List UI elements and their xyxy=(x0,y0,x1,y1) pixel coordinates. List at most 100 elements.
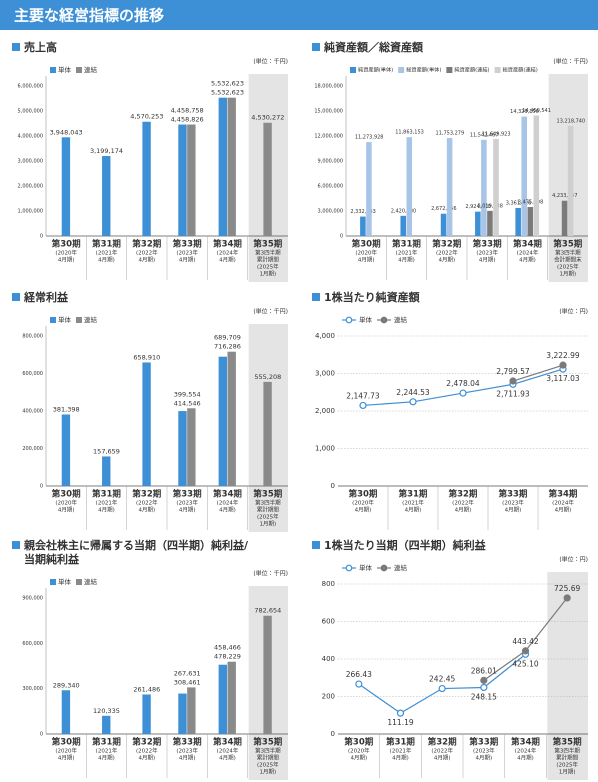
x-tick-sublabel: 累計期間 xyxy=(556,754,579,762)
bar xyxy=(440,213,447,236)
bar xyxy=(227,661,236,734)
marker xyxy=(480,676,488,684)
y-tick-label: 0 xyxy=(331,482,335,490)
value-label: 555,208 xyxy=(254,373,281,381)
value-label: 11,542,467 xyxy=(470,132,499,138)
legend-swatch xyxy=(494,67,501,73)
value-label: 120,335 xyxy=(93,707,120,715)
bar xyxy=(102,456,111,486)
value-label: 716,286 xyxy=(214,343,241,351)
value-label: 2,420,730 xyxy=(391,208,416,214)
x-tick-sublabel: (2023年 xyxy=(176,747,198,755)
y-tick-label: 4,000,000 xyxy=(18,134,43,140)
bar xyxy=(187,687,196,734)
x-tick-sublabel: 4月期) xyxy=(58,755,75,762)
x-tick-sublabel: (2023年 xyxy=(476,249,498,257)
bar xyxy=(561,200,568,236)
x-tick-sublabel: 4月期) xyxy=(58,507,75,514)
title-marker xyxy=(312,43,320,51)
legend-marker xyxy=(345,316,353,324)
y-tick-label: 18,000,000 xyxy=(314,84,343,90)
x-tick-sublabel: 4月期) xyxy=(139,755,156,762)
x-tick-sublabel: (2025年 xyxy=(257,761,279,769)
bar xyxy=(227,351,236,486)
line xyxy=(512,364,564,382)
x-tick-sublabel: (2020年 xyxy=(55,747,77,755)
x-tick-sublabel: 4月期) xyxy=(479,257,496,264)
value-label: 4,570,253 xyxy=(130,113,163,121)
x-tick-sublabel: (2023年 xyxy=(176,249,198,257)
x-tick-sublabel: 1月期) xyxy=(559,769,576,776)
y-tick-label: 800,000 xyxy=(22,334,43,340)
x-tick-label: 第35期 xyxy=(552,239,582,250)
x-tick-sublabel: 第3四半期 xyxy=(255,747,281,755)
x-tick-sublabel: 4月期) xyxy=(351,755,368,762)
value-label: 5,532,623 xyxy=(211,89,244,97)
y-tick-label: 400,000 xyxy=(22,409,43,415)
x-tick-sublabel: 4月期) xyxy=(219,755,236,762)
x-tick-label: 第34期 xyxy=(212,737,242,748)
x-tick-sublabel: 4月期) xyxy=(555,507,572,514)
chart-title: 1株当たり当期（四半期）純利益 xyxy=(324,538,487,552)
x-tick-sublabel: (2020年 xyxy=(348,747,370,755)
bar xyxy=(218,356,227,486)
value-label: 2,711.93 xyxy=(496,389,530,398)
value-label: 399,554 xyxy=(174,390,201,398)
x-tick-label: 第32期 xyxy=(131,737,161,748)
bar xyxy=(61,690,71,734)
x-tick-sublabel: (2021年 xyxy=(96,747,118,755)
chart-title: 当期純利益 xyxy=(24,552,80,566)
legend-label: 連結 xyxy=(84,315,98,324)
bar xyxy=(187,408,196,486)
value-label: 11,649,923 xyxy=(482,131,511,137)
x-tick-label: 第35期 xyxy=(252,239,282,250)
x-tick-sublabel: 1月期) xyxy=(260,521,277,528)
legend-label: 純資産額(単体) xyxy=(358,66,393,74)
y-tick-label: 800 xyxy=(322,580,335,588)
value-label: 286.01 xyxy=(471,666,497,675)
y-tick-label: 6,000,000 xyxy=(18,84,43,90)
y-tick-label: 600,000 xyxy=(22,371,43,377)
bar xyxy=(475,211,481,236)
bar xyxy=(61,137,71,236)
legend-label: 単体 xyxy=(359,563,373,572)
x-tick-label: 第31期 xyxy=(91,239,121,250)
title-marker xyxy=(312,541,320,549)
bar xyxy=(142,362,151,486)
legend-label: 総資産額(連結) xyxy=(503,66,538,74)
highlight-column xyxy=(547,572,588,780)
value-label: 14,329,156 xyxy=(510,109,539,115)
marker xyxy=(521,647,530,655)
x-tick-sublabel: (2020年 xyxy=(355,249,377,257)
x-tick-sublabel: (2022年 xyxy=(436,249,458,257)
legend-label: 連結 xyxy=(394,315,408,324)
x-tick-sublabel: 4月期) xyxy=(439,257,456,264)
bar xyxy=(481,139,487,236)
title-marker xyxy=(12,541,20,549)
value-label: 11,273,928 xyxy=(355,135,384,141)
legend-swatch xyxy=(446,67,453,73)
marker xyxy=(563,594,571,602)
value-label: 261,486 xyxy=(133,685,160,693)
x-tick-label: 第31期 xyxy=(91,737,121,748)
x-tick-label: 第30期 xyxy=(51,239,81,250)
x-tick-sublabel: (2025年 xyxy=(557,263,579,271)
x-tick-label: 第33期 xyxy=(172,737,202,748)
bar xyxy=(487,210,493,236)
value-label: 267,631 xyxy=(174,669,201,677)
y-tick-label: 400 xyxy=(322,655,335,663)
title-marker xyxy=(12,43,20,51)
value-label: 658,910 xyxy=(133,353,160,361)
x-tick-label: 第32期 xyxy=(131,239,161,250)
x-tick-sublabel: (2021年 xyxy=(96,249,118,257)
x-tick-label: 第31期 xyxy=(385,737,415,748)
value-label: 782,654 xyxy=(254,607,281,615)
bar xyxy=(187,124,196,236)
unit-label: (単位：円) xyxy=(559,556,588,564)
x-tick-sublabel: (2024年 xyxy=(515,747,537,755)
x-tick-sublabel: 4月期) xyxy=(392,755,409,762)
page-title: 主要な経営指標の推移 xyxy=(14,7,164,25)
y-tick-label: 5,000,000 xyxy=(18,109,43,115)
y-tick-label: 0 xyxy=(40,234,43,240)
marker xyxy=(459,389,467,397)
